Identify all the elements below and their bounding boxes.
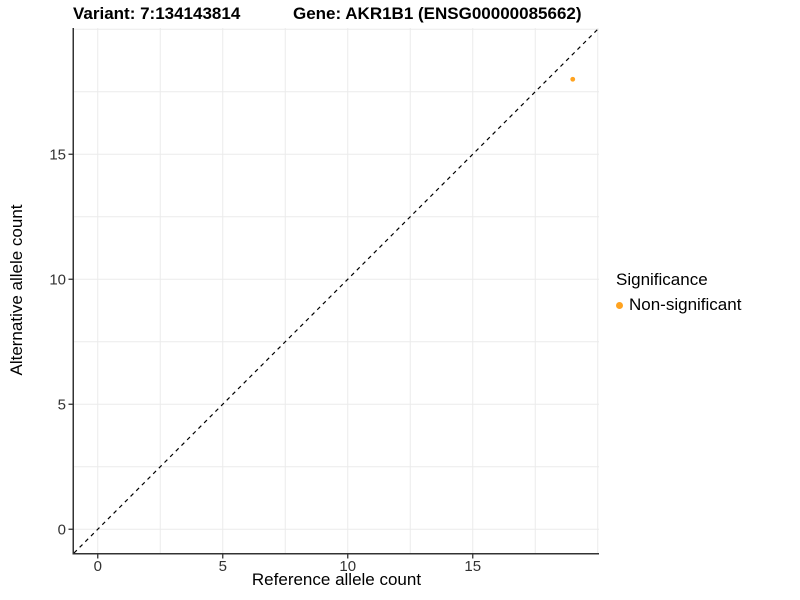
legend-item-label: Non-significant bbox=[629, 295, 742, 314]
x-tick-label: 0 bbox=[94, 558, 102, 575]
x-axis-title: Reference allele count bbox=[251, 570, 422, 589]
legend-title: Significance bbox=[616, 270, 708, 289]
legend-item: Non-significant bbox=[616, 295, 741, 315]
legend-point-icon bbox=[616, 301, 623, 309]
y-tick-label: 5 bbox=[58, 396, 66, 413]
y-tick-label: 15 bbox=[49, 146, 66, 163]
y-axis-title: Alternative allele count bbox=[7, 204, 26, 376]
y-tick-label: 10 bbox=[49, 271, 66, 288]
x-tick-label: 5 bbox=[219, 558, 227, 575]
x-tick-label: 15 bbox=[464, 558, 481, 575]
identity-line bbox=[73, 27, 600, 554]
x-tick-label: 10 bbox=[339, 558, 356, 575]
data-point bbox=[570, 76, 576, 82]
legend: Significance Non-significant bbox=[616, 270, 741, 315]
gene-title: Gene: AKR1B1 (ENSG00000085662) bbox=[293, 4, 582, 23]
variant-title: Variant: 7:134143814 bbox=[73, 4, 241, 23]
y-tick-label: 0 bbox=[58, 521, 66, 538]
